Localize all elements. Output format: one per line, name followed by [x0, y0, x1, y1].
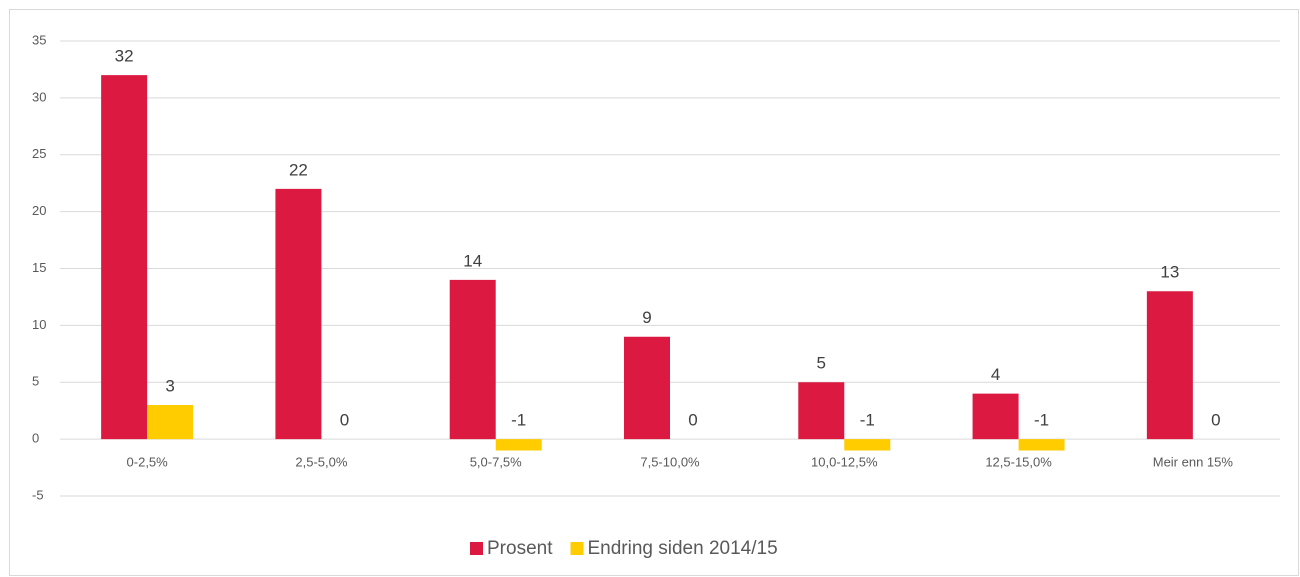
bar — [449, 279, 496, 440]
x-tick-label: 12,5-15,0% — [985, 454, 1052, 469]
legend-swatch — [570, 542, 584, 555]
data-label: 4 — [991, 365, 1000, 384]
data-label: 0 — [340, 411, 349, 430]
data-label: -1 — [1034, 411, 1049, 430]
x-tick-label: 2,5-5,0% — [295, 454, 347, 469]
bar — [147, 405, 194, 440]
bar — [798, 382, 845, 440]
data-label: 13 — [1160, 263, 1179, 282]
y-tick-label: 20 — [32, 203, 46, 218]
bar — [101, 75, 148, 440]
y-tick-label: 25 — [32, 146, 46, 161]
chart-border — [9, 9, 1299, 576]
x-tick-label: 10,0-12,5% — [811, 454, 878, 469]
bar — [844, 439, 891, 451]
legend-label: Endring siden 2014/15 — [587, 538, 777, 559]
bar — [1146, 291, 1193, 440]
bar — [275, 188, 322, 440]
data-label: -1 — [860, 411, 875, 430]
data-label: 3 — [165, 376, 174, 395]
data-label: 14 — [463, 251, 482, 270]
y-tick-label: 5 — [32, 374, 39, 389]
bar — [495, 439, 542, 451]
y-tick-label: 10 — [32, 317, 46, 332]
bar — [972, 393, 1019, 440]
data-label: 22 — [289, 160, 308, 179]
data-label: 32 — [115, 47, 134, 66]
legend-label: Prosent — [487, 538, 553, 559]
data-label: -1 — [511, 411, 526, 430]
data-label: 5 — [817, 354, 826, 373]
y-tick-label: 30 — [32, 89, 46, 104]
x-tick-label: Meir enn 15% — [1153, 454, 1234, 469]
data-label: 0 — [1211, 411, 1220, 430]
x-tick-label: 7,5-10,0% — [640, 454, 700, 469]
bar — [624, 336, 670, 440]
y-tick-label: 0 — [32, 431, 39, 446]
y-tick-label: 15 — [32, 260, 46, 275]
data-label: 0 — [688, 411, 697, 430]
y-tick-label: 35 — [32, 32, 46, 47]
x-tick-label: 5,0-7,5% — [470, 454, 522, 469]
legend-swatch — [470, 542, 483, 555]
bar — [1018, 439, 1065, 451]
y-tick-label: -5 — [32, 487, 44, 502]
data-label: 9 — [642, 308, 651, 327]
x-tick-label: 0-2,5% — [127, 454, 169, 469]
